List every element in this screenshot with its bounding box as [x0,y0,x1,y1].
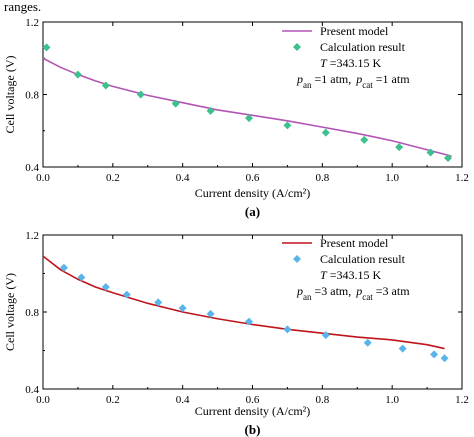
temperature-value: =343.15 K [327,268,382,282]
data-point-1-9 [321,331,330,340]
legend-marker-swatch [293,43,301,51]
x-tick-label: 0.6 [246,172,260,184]
data-point-1-11 [398,344,407,353]
data-point-1-3 [136,90,145,99]
x-tick-label: 0.8 [315,394,329,406]
y-tick-label: 1.2 [25,230,39,242]
pressure-subscript-cathode: cat [362,80,373,90]
pressure-subscript-anode: an [303,292,312,302]
panel-caption: (a) [245,204,260,219]
x-tick-label: 1.2 [455,172,469,184]
temperature-symbol: T [320,268,328,282]
legend-marker-swatch [293,255,301,263]
data-point-1-13 [440,354,449,363]
x-tick-label: 0.4 [176,394,190,406]
legend-temperature: T =343.15 K [320,56,381,70]
series-line-0 [42,57,452,157]
series-line-0 [42,255,445,350]
x-tick-label: 0.8 [315,172,329,184]
pressure-symbol-anode: p [296,284,303,298]
data-point-1-3 [122,290,131,299]
y-tick-label: 1.2 [25,17,39,29]
data-point-1-2 [101,282,110,291]
temperature-value: =343.15 K [327,56,382,70]
y-tick-label: 0.8 [25,90,39,102]
data-point-1-5 [206,106,215,115]
y-tick-label: 0.4 [25,384,39,396]
x-tick-label: 0.4 [176,172,190,184]
pressure-value-anode: =1 atm, [312,72,352,86]
data-point-1-7 [245,317,254,326]
temperature-symbol: T [320,56,328,70]
data-point-1-4 [171,99,180,108]
data-point-1-12 [444,153,453,162]
legend-marker-label: Calculation result [320,252,406,266]
x-tick-label: 1.2 [455,394,469,406]
pressure-symbol-anode: p [296,72,303,86]
x-tick-label: 1.0 [385,172,399,184]
data-point-1-9 [360,135,369,144]
data-point-1-1 [77,273,86,282]
data-point-1-10 [395,143,404,152]
x-tick-label: 1.0 [385,394,399,406]
legend-marker-label: Calculation result [320,40,406,54]
data-point-1-4 [154,298,163,307]
data-point-1-6 [245,114,254,123]
data-point-1-12 [430,350,439,359]
y-tick-label: 0.8 [25,307,39,319]
pressure-value-anode: =3 atm, [312,284,352,298]
panel-a: 0.0 0.2 0.4 0.6 0.8 1.0 1.2 0.4 0.8 1.2 Current de… [3,17,469,219]
pressure-subscript-anode: an [303,80,312,90]
legend-temperature: T =343.15 K [320,268,381,282]
data-point-1-7 [283,121,292,130]
data-point-1-5 [178,304,187,313]
data-point-1-10 [363,338,372,347]
x-tick-label: 0.0 [36,172,50,184]
legend-pressure: pan =1 atm, pcat =1 atm [296,72,410,90]
x-tick-label: 0.2 [106,172,120,184]
pressure-symbol-cathode: p [355,284,362,298]
data-point-1-0 [42,43,51,52]
legend-line-label: Present model [320,24,389,38]
x-axis-label: Current density (A/cm²) [195,404,311,418]
data-point-1-1 [73,70,82,79]
pressure-symbol-cathode: p [355,72,362,86]
data-point-1-8 [283,325,292,334]
panel-caption: (b) [245,422,261,437]
x-tick-label: 0.6 [246,394,260,406]
legend-pressure: pan =3 atm, pcat =3 atm [296,284,410,302]
x-axis-label: Current density (A/cm²) [195,186,311,200]
data-point-1-11 [426,148,435,157]
x-tick-label: 0.2 [106,394,120,406]
x-tick-label: 0.0 [36,394,50,406]
y-tick-label: 0.4 [25,162,39,174]
pressure-subscript-cathode: cat [362,292,373,302]
header-fragment-text: ranges. [4,0,41,14]
data-point-1-0 [59,263,68,272]
y-axis-label: Cell voltage (V) [3,273,17,351]
pressure-value-cathode: =3 atm [373,284,410,298]
data-point-1-6 [206,309,215,318]
y-axis-label: Cell voltage (V) [3,56,17,134]
pressure-value-cathode: =1 atm [373,72,410,86]
data-point-1-8 [321,128,330,137]
panel-b: 0.0 0.2 0.4 0.6 0.8 1.0 1.2 0.4 0.8 1.2 Current de… [3,230,469,437]
legend-line-label: Present model [320,236,389,250]
data-point-1-2 [101,81,110,90]
